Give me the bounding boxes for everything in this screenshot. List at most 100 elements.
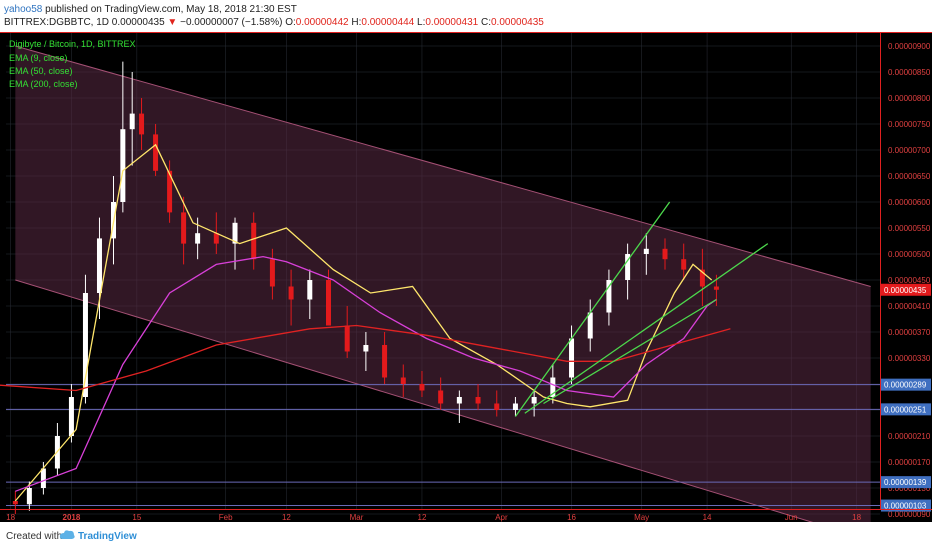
candle-body: [699, 269, 705, 287]
horizontal-levels: [6, 384, 880, 507]
price-tick-label: 0.00000600: [888, 198, 931, 207]
trendline: [514, 201, 671, 417]
level-badge: [881, 403, 931, 416]
candle-body: [475, 397, 481, 404]
symbol-label: BITTREX:DGBBTC, 1D: [4, 17, 110, 28]
close-value: 0.00000435: [490, 17, 544, 28]
candle-body: [82, 293, 88, 397]
time-tick-label: 12: [418, 513, 427, 522]
regression-channel: [15, 45, 871, 541]
candle-body: [288, 286, 294, 300]
legend-ema9: EMA (9, close): [9, 53, 68, 63]
time-tick-label: 16: [567, 513, 576, 522]
time-tick-label: Apr: [495, 513, 508, 522]
candle-body: [438, 390, 444, 404]
price-tick-label: 0.00000130: [888, 484, 931, 493]
time-tick-label: 12: [282, 513, 291, 522]
channel-fill: [15, 46, 871, 540]
time-tick-label: 15: [132, 513, 141, 522]
tradingview-brand[interactable]: TradingView: [78, 531, 137, 542]
created-with-label: Created with: [6, 531, 63, 542]
price-tick-label: 0.00000500: [888, 250, 931, 259]
candle-body: [26, 488, 32, 505]
time-tick-label: 2018: [63, 513, 81, 522]
price-tick-label: 0.00000210: [888, 432, 931, 441]
level-badge-label: 0.00000289: [884, 381, 927, 390]
close-label: C:: [480, 17, 491, 28]
candle-body: [494, 403, 500, 410]
candle-body: [400, 377, 406, 384]
high-label: H:: [351, 17, 362, 28]
candle-body: [550, 377, 556, 397]
candle-body: [382, 345, 388, 378]
time-axis[interactable]: 18 2018 15 Feb 12 Mar 12 Apr 16 May 14 Jun 18: [6, 513, 861, 522]
candle-body: [232, 222, 238, 244]
candle-body: [662, 248, 668, 260]
level-badge: [881, 378, 931, 391]
chart-area[interactable]: 0.00000900 0.00000850 0.00000800 0.00000750…: [0, 32, 932, 545]
ema-lines: [0, 143, 731, 502]
candle-body: [606, 280, 612, 313]
tradingview-logo-icon: [58, 528, 76, 545]
current-price-label: 0.00000435: [884, 286, 927, 295]
low-label: L:: [417, 17, 426, 28]
candle-body: [625, 254, 631, 280]
time-tick-label: 14: [703, 513, 712, 522]
trendline: [524, 243, 769, 414]
high-value: 0.00000444: [361, 17, 415, 28]
candle-body: [167, 170, 173, 213]
candle-body: [456, 397, 462, 404]
candle-body: [195, 233, 201, 244]
price-tick-label: 0.00000900: [888, 42, 931, 51]
candle-body: [96, 238, 102, 293]
candle-body: [587, 312, 593, 339]
candle-body: [181, 212, 187, 244]
candle-body: [68, 397, 74, 436]
level-badge-label: 0.00000251: [884, 405, 927, 414]
last-value: 0.00000435: [111, 17, 165, 28]
price-axis[interactable]: 0.00000900 0.00000850 0.00000800 0.00000750…: [881, 42, 931, 545]
time-tick-label: Mar: [350, 513, 364, 522]
ema200-line: [0, 324, 731, 392]
ema50-line: [15, 255, 717, 492]
change-text: −0.00000007 (−1.58%): [180, 17, 283, 28]
candle-body: [569, 338, 575, 378]
author-link[interactable]: yahoo58: [4, 4, 43, 15]
candle-body: [40, 468, 46, 488]
time-tick-label: May: [634, 513, 649, 522]
price-tick-label: 0.00000650: [888, 172, 931, 181]
candle-body: [120, 129, 126, 202]
candle-body: [681, 259, 687, 270]
level-badge-label: 0.00000103: [884, 502, 927, 511]
price-chart[interactable]: 0.00000900 0.00000850 0.00000800 0.00000750…: [0, 32, 932, 545]
price-tick-label: 0.00000800: [888, 94, 931, 103]
footer: Created with TradingView: [0, 522, 932, 550]
legend-ema50: EMA (50, close): [9, 66, 73, 76]
price-tick-label: 0.00000410: [888, 302, 931, 311]
trendlines: [514, 201, 769, 417]
candle-body: [139, 113, 145, 135]
trendline: [543, 298, 717, 405]
candle-body: [251, 222, 257, 260]
candle-body: [12, 501, 18, 505]
down-arrow-icon: ▼: [167, 17, 178, 28]
candle-body: [419, 384, 425, 391]
chart-legend: Digibyte / Bitcoin, 1D, BITTREX EMA (9, …: [9, 39, 136, 89]
channel-lower-edge: [15, 279, 871, 541]
price-tick-label: 0.00000450: [888, 276, 931, 285]
channel-upper-edge: [15, 45, 871, 287]
publish-line: yahoo58 published on TradingView.com, Ma…: [4, 4, 297, 15]
candle-body: [213, 233, 219, 244]
candle-body: [269, 259, 275, 287]
legend-title: Digibyte / Bitcoin, 1D, BITTREX: [9, 39, 136, 49]
candle-body: [129, 113, 135, 130]
candle-body: [512, 403, 518, 410]
candles: [12, 61, 719, 514]
time-tick-label: 18: [6, 513, 15, 522]
time-tick-label: Feb: [219, 513, 233, 522]
chart-header: yahoo58 published on TradingView.com, Ma…: [0, 0, 932, 32]
candle-body: [325, 280, 331, 326]
price-tick-label: 0.00000700: [888, 146, 931, 155]
candle-body: [643, 248, 649, 254]
quote-line: BITTREX:DGBBTC, 1D 0.00000435 ▼ −0.00000…: [4, 17, 544, 28]
